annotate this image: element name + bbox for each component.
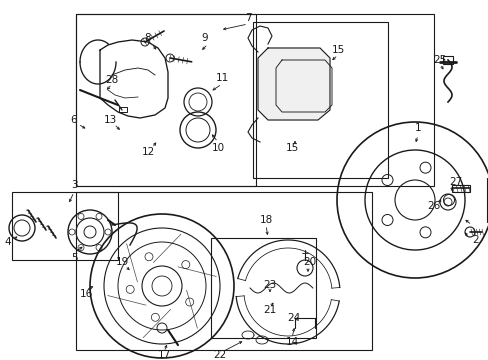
- Text: 12: 12: [141, 147, 154, 157]
- Text: 26: 26: [427, 201, 440, 211]
- Text: 6: 6: [71, 115, 77, 125]
- Text: 28: 28: [105, 75, 119, 85]
- Text: 1: 1: [414, 123, 421, 133]
- Text: 15: 15: [285, 143, 298, 153]
- Text: 16: 16: [79, 289, 92, 299]
- Text: 14: 14: [285, 337, 298, 347]
- Text: 25: 25: [432, 55, 446, 65]
- Text: 23: 23: [263, 280, 276, 290]
- Text: 22: 22: [213, 350, 226, 360]
- Text: 11: 11: [215, 73, 228, 83]
- Text: 19: 19: [115, 257, 128, 267]
- Text: 10: 10: [211, 143, 224, 153]
- Bar: [442, 56, 452, 64]
- Bar: [451, 185, 469, 192]
- Text: 8: 8: [144, 33, 151, 43]
- Text: 27: 27: [448, 177, 462, 187]
- Text: 20: 20: [303, 257, 316, 267]
- Text: 7: 7: [244, 13, 251, 23]
- Bar: [12, 192, 118, 260]
- Bar: [76, 14, 433, 186]
- Text: 18: 18: [259, 215, 272, 225]
- Text: 17: 17: [157, 350, 170, 360]
- Bar: [76, 192, 371, 350]
- Text: 2: 2: [472, 235, 478, 245]
- Text: 24: 24: [287, 313, 300, 323]
- Text: 5: 5: [71, 253, 77, 263]
- Bar: [119, 107, 127, 112]
- Text: 21: 21: [263, 305, 276, 315]
- Text: 9: 9: [201, 33, 208, 43]
- Bar: [210, 238, 315, 338]
- Text: 3: 3: [71, 180, 77, 190]
- Text: 13: 13: [103, 115, 116, 125]
- Text: 15: 15: [331, 45, 344, 55]
- Text: 4: 4: [5, 237, 11, 247]
- Bar: [252, 22, 387, 178]
- Bar: [76, 14, 256, 186]
- Polygon shape: [258, 48, 329, 120]
